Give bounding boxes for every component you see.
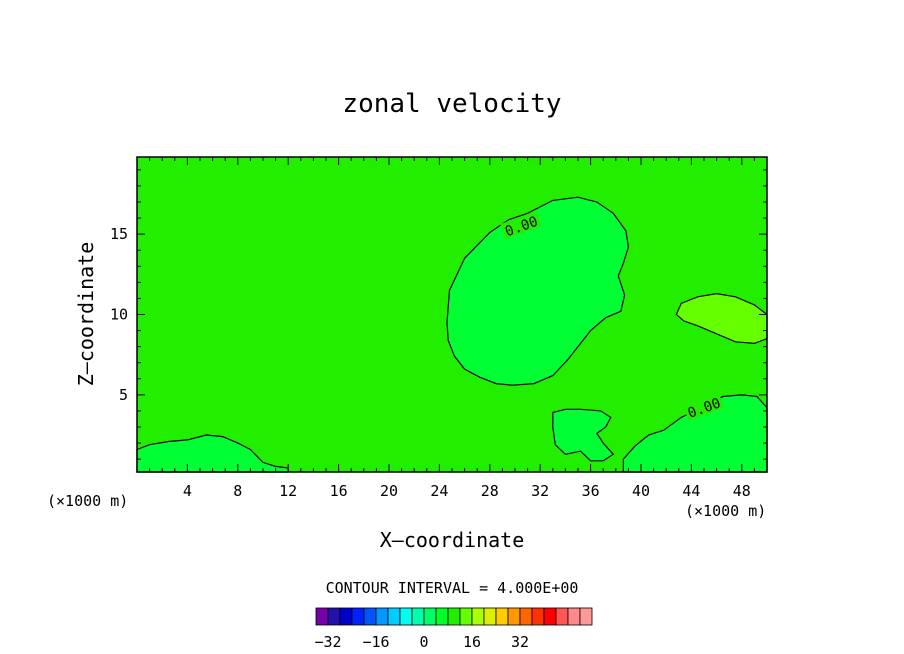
y-tick-label: 5 <box>119 386 128 404</box>
x-tick-label: 20 <box>380 482 398 500</box>
color-swatch <box>363 607 377 626</box>
color-swatch <box>399 607 413 626</box>
y-axis-label: Z–coordinate <box>74 242 98 387</box>
color-swatch <box>459 607 473 626</box>
x-unit-label-right: (×1000 m) <box>685 502 766 520</box>
x-tick-label: 40 <box>632 482 650 500</box>
x-axis-label: X–coordinate <box>380 528 525 552</box>
contour-label-bg <box>500 211 542 240</box>
color-swatch <box>567 607 581 626</box>
x-tick-label: 48 <box>733 482 751 500</box>
x-tick-label: 28 <box>481 482 499 500</box>
color-swatch <box>327 607 341 626</box>
color-swatch <box>339 607 353 626</box>
x-tick-label: 12 <box>279 482 297 500</box>
x-axis-ticks: 4 8 12 16 20 24 28 32 36 40 44 48 <box>149 157 755 500</box>
contour-interval-text: CONTOUR INTERVAL = 4.000E+00 <box>326 579 579 597</box>
y-tick-label: 10 <box>110 306 128 324</box>
color-swatch <box>507 607 521 626</box>
x-tick-label: 32 <box>531 482 549 500</box>
x-tick-label: 24 <box>430 482 448 500</box>
x-tick-label: 8 <box>233 482 242 500</box>
color-scale-tick-labels: −32 −16 0 16 32 <box>314 633 529 651</box>
color-swatch <box>447 607 461 626</box>
x-tick-label: 44 <box>682 482 700 500</box>
x-tick-label: 36 <box>582 482 600 500</box>
color-swatch <box>555 607 569 626</box>
chart-title: zonal velocity <box>342 89 561 119</box>
color-swatch <box>435 607 449 626</box>
color-swatch <box>531 607 545 626</box>
color-swatch <box>375 607 389 626</box>
contour-regions <box>136 196 768 473</box>
color-scale-tick: 32 <box>511 633 529 651</box>
color-swatch <box>495 607 509 626</box>
y-tick-label: 15 <box>110 225 128 243</box>
color-scale-tick: −32 <box>314 633 341 651</box>
color-scale-bar <box>315 607 593 626</box>
color-swatch <box>471 607 485 626</box>
color-scale-tick: 0 <box>419 633 428 651</box>
contour-label-bg <box>683 392 725 421</box>
color-swatch <box>519 607 533 626</box>
color-scale-tick: −16 <box>362 633 389 651</box>
color-swatch <box>423 607 437 626</box>
color-swatch <box>579 607 593 626</box>
contour-region-lower-mid-patch <box>552 408 615 462</box>
contour-region-positive-core-upper <box>446 196 630 386</box>
x-tick-label: 16 <box>330 482 348 500</box>
color-scale-tick: 16 <box>463 633 481 651</box>
y-axis-ticks: 5 10 15 <box>110 169 767 460</box>
color-swatch <box>411 607 425 626</box>
color-swatch <box>351 607 365 626</box>
x-unit-label-left: (×1000 m) <box>47 492 128 510</box>
color-swatch <box>543 607 557 626</box>
color-swatch <box>315 607 329 626</box>
color-swatch <box>483 607 497 626</box>
color-swatch <box>387 607 401 626</box>
x-tick-label: 4 <box>183 482 192 500</box>
